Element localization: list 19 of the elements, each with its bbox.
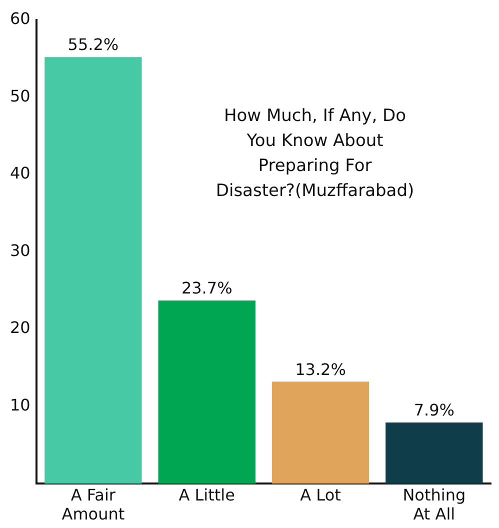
y-tick-label: 10: [10, 395, 30, 414]
x-tick-label: A Fair Amount: [62, 485, 125, 524]
data-label: 7.9%: [414, 400, 454, 420]
data-label: 55.2%: [68, 35, 119, 54]
x-tick-label: A Lot: [300, 485, 341, 504]
y-tick-label: 60: [10, 9, 30, 28]
y-tick-label: 40: [10, 164, 30, 183]
y-tick-label: 50: [10, 86, 30, 106]
bar: [386, 422, 483, 484]
y-tick-label: 20: [10, 318, 30, 338]
text: How Much, If Any, Do You Know About Preparing For Disaster?(Muzffarabad): [216, 106, 414, 202]
x-tick-label: Nothing At All: [402, 485, 466, 524]
bar: [272, 382, 370, 484]
data-label: 13.2%: [295, 360, 346, 379]
y-tick-label: 30: [10, 240, 30, 260]
bar: [158, 300, 256, 484]
data-label: 23.7%: [181, 278, 232, 298]
bar: [44, 57, 142, 484]
x-tick-label: A Little: [178, 485, 235, 504]
